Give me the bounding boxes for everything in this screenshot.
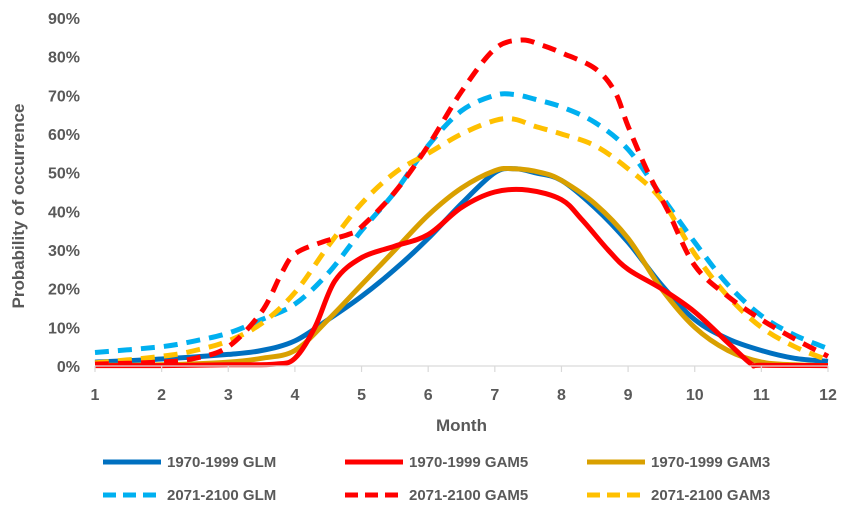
y-tick-label: 20%: [48, 282, 80, 299]
x-tick-label: 5: [357, 387, 366, 404]
plot-area: [94, 37, 830, 369]
legend: 1970-1999 GLM 1970-1999 GAM5 1970-1999 GAM…: [103, 454, 770, 504]
series-line-1970-1999-gam3: [94, 165, 829, 369]
x-tick-label: 9: [624, 387, 633, 404]
x-axis-title: Month: [436, 416, 487, 435]
y-tick-label: 60%: [48, 127, 80, 144]
y-tick-label: 80%: [48, 50, 80, 67]
y-tick-label: 90%: [48, 11, 80, 28]
series-line-1970-1999-gam5: [94, 186, 829, 369]
x-tick-label: 8: [557, 387, 566, 404]
legend-label: 1970-1999 GLM: [167, 454, 276, 471]
x-tick-label: 10: [686, 387, 704, 404]
x-axis: 1 2 3 4 5 6 7 8 9 10 11 12: [91, 365, 837, 404]
y-tick-label: 50%: [48, 166, 80, 183]
series-line-2071-2100-gam3: [94, 116, 829, 366]
legend-label: 1970-1999 GAM5: [409, 454, 528, 471]
series-line-2071-2100-gam5: [94, 37, 830, 367]
series-line-2071-2100-glm: [94, 91, 829, 355]
y-tick-label: 40%: [48, 204, 80, 221]
legend-label: 2071-2100 GAM5: [409, 487, 528, 504]
y-axis-title: Probability of occurrence: [9, 104, 28, 309]
y-tick-label: 70%: [48, 88, 80, 105]
y-tick-label: 0%: [57, 359, 80, 376]
x-tick-label: 6: [424, 387, 433, 404]
x-tick-label: 11: [753, 387, 770, 404]
legend-label: 2071-2100 GAM3: [651, 487, 770, 504]
legend-label: 1970-1999 GAM3: [651, 454, 770, 471]
x-tick-label: 12: [819, 387, 837, 404]
y-tick-label: 10%: [48, 320, 80, 337]
legend-label: 2071-2100 GLM: [167, 487, 276, 504]
x-tick-label: 7: [490, 387, 499, 404]
x-tick-label: 1: [91, 387, 100, 404]
y-tick-label: 30%: [48, 243, 80, 260]
x-tick-label: 2: [157, 387, 166, 404]
x-tick-label: 3: [224, 387, 233, 404]
y-axis: 0% 10% 20% 30% 40% 50% 60% 70% 80% 90%: [48, 11, 80, 376]
x-tick-label: 4: [290, 387, 299, 404]
